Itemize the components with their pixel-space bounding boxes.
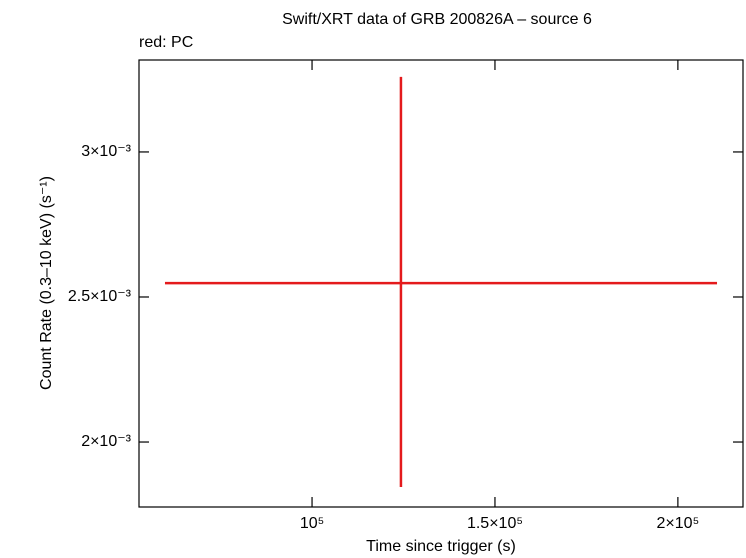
y-tick-label: 2×10⁻³: [81, 433, 131, 450]
y-tick-label: 3×10⁻³: [81, 143, 131, 160]
x-tick-label: 1.5×10⁵: [467, 515, 523, 532]
legend-text: red: PC: [139, 34, 193, 51]
y-axis-label: Count Rate (0.3–10 keV) (s⁻¹): [38, 176, 55, 390]
y-tick-label: 2.5×10⁻³: [68, 288, 132, 305]
x-tick-label: 2×10⁵: [657, 515, 700, 532]
plot-frame: [138, 59, 744, 508]
x-axis-label: Time since trigger (s): [366, 538, 516, 555]
chart-title: Swift/XRT data of GRB 200826A – source 6: [282, 11, 592, 28]
x-tick-label: 10⁵: [300, 515, 324, 532]
